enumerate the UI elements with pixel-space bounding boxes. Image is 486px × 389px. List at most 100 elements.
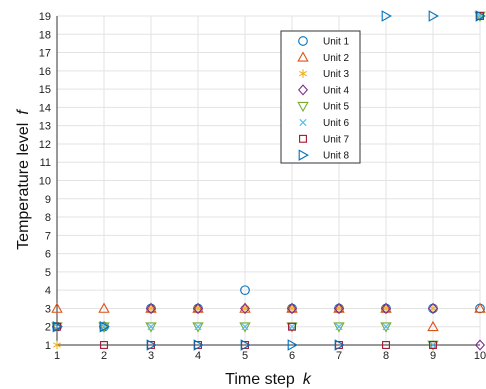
- x-tick-label: 10: [474, 350, 486, 362]
- x-tick-label: 3: [148, 350, 154, 362]
- legend-label: Unit 2: [323, 53, 350, 64]
- x-tick-label: 9: [430, 350, 436, 362]
- legend-label: Unit 5: [323, 102, 350, 113]
- legend-label: Unit 8: [323, 151, 350, 162]
- data-point: [239, 302, 251, 315]
- data-point: [474, 339, 486, 351]
- legend-marker: [298, 149, 309, 161]
- x-tick-label: 1: [54, 350, 60, 362]
- data-point: [145, 322, 157, 333]
- data-point: [427, 320, 439, 332]
- y-tick-label: 14: [39, 102, 51, 114]
- data-point: [100, 341, 108, 349]
- legend-marker: [297, 84, 309, 96]
- series-unit-6: [53, 12, 484, 349]
- axes: [56, 16, 480, 346]
- legend: Unit 1 Unit 2 Unit 3 Unit 4 Unit 5 Unit 6 Unit…: [280, 30, 361, 164]
- y-tick-label: 3: [45, 303, 51, 315]
- data-point: [192, 322, 204, 333]
- y-tick-label: 2: [45, 322, 51, 334]
- data-point: [475, 10, 486, 22]
- data-point: [99, 320, 110, 333]
- data-point: [380, 322, 392, 333]
- x-tick-label: 5: [242, 350, 248, 362]
- y-tick-label: 16: [39, 66, 51, 78]
- legend-marker: [297, 51, 309, 62]
- data-point: [240, 339, 251, 351]
- data-point: [98, 302, 110, 313]
- legend-label: Unit 3: [323, 69, 350, 80]
- data-point: [147, 323, 155, 331]
- data-point: [335, 323, 343, 331]
- y-axis-label: Temperature level: [15, 123, 32, 250]
- legend-box: [280, 30, 361, 164]
- y-axis-title: Temperature level f: [15, 109, 32, 250]
- grid: [56, 15, 481, 346]
- data-point: [333, 302, 345, 315]
- legend-marker: [297, 101, 309, 113]
- y-tick-label: 5: [45, 267, 51, 279]
- data-point: [476, 12, 484, 20]
- x-tick-label: 2: [101, 350, 107, 362]
- data-point: [382, 341, 390, 349]
- y-tick-label: 6: [45, 249, 51, 261]
- data-point: [145, 302, 157, 315]
- data-point: [286, 302, 298, 315]
- y-tick-label: 8: [45, 212, 51, 224]
- data-point: [98, 322, 110, 333]
- data-point: [53, 340, 61, 350]
- data-point: [241, 323, 249, 331]
- data-point: [333, 322, 345, 333]
- data-point: [100, 323, 108, 331]
- series-unit-4: [51, 302, 486, 351]
- data-point: [428, 10, 439, 22]
- x-axis-variable: k: [303, 371, 312, 388]
- y-tick-label: 11: [40, 157, 51, 169]
- data-point: [288, 322, 296, 331]
- data-marks: [51, 10, 486, 351]
- y-tick-label: 13: [39, 121, 51, 133]
- legend-label: Unit 7: [323, 134, 350, 145]
- legend-marker: [299, 118, 307, 127]
- x-tick-label: 8: [383, 350, 389, 362]
- data-point: [192, 302, 204, 315]
- data-point: [146, 339, 157, 351]
- x-axis-title: Time step k: [225, 371, 312, 388]
- data-point: [53, 323, 61, 331]
- y-tick-label: 18: [39, 29, 51, 41]
- data-point: [239, 322, 251, 333]
- y-tick-label: 17: [39, 48, 51, 60]
- data-point: [380, 302, 392, 315]
- legend-label: Unit 6: [323, 118, 350, 129]
- data-point: [194, 323, 202, 331]
- data-point: [381, 10, 392, 22]
- x-tick-labels: 1 2 3 4 5 6 7 8 9 10: [54, 350, 486, 362]
- y-tick-label: 12: [39, 139, 51, 151]
- legend-label: Unit 1: [323, 37, 350, 48]
- x-tick-label: 4: [195, 350, 201, 362]
- data-point: [52, 320, 63, 333]
- data-point: [51, 302, 63, 313]
- y-tick-label: 19: [39, 11, 51, 23]
- data-point: [382, 323, 390, 331]
- data-point: [429, 341, 437, 349]
- x-tick-label: 7: [336, 350, 342, 362]
- series-unit-8: [52, 10, 486, 351]
- data-point: [427, 302, 439, 315]
- y-tick-label: 7: [45, 230, 51, 242]
- legend-marker: [298, 36, 308, 46]
- y-tick-label: 10: [39, 176, 51, 188]
- data-point: [334, 339, 345, 351]
- legend-marker: [299, 134, 307, 143]
- x-axis-label: Time step: [225, 371, 295, 388]
- legend-marker: [299, 69, 307, 78]
- y-tick-label: 1: [45, 340, 51, 352]
- data-point: [193, 339, 204, 351]
- data-point: [240, 285, 250, 296]
- y-tick-label: 15: [39, 84, 51, 96]
- y-tick-label: 9: [45, 194, 51, 206]
- y-tick-label: 4: [45, 285, 51, 297]
- x-tick-label: 6: [289, 350, 295, 362]
